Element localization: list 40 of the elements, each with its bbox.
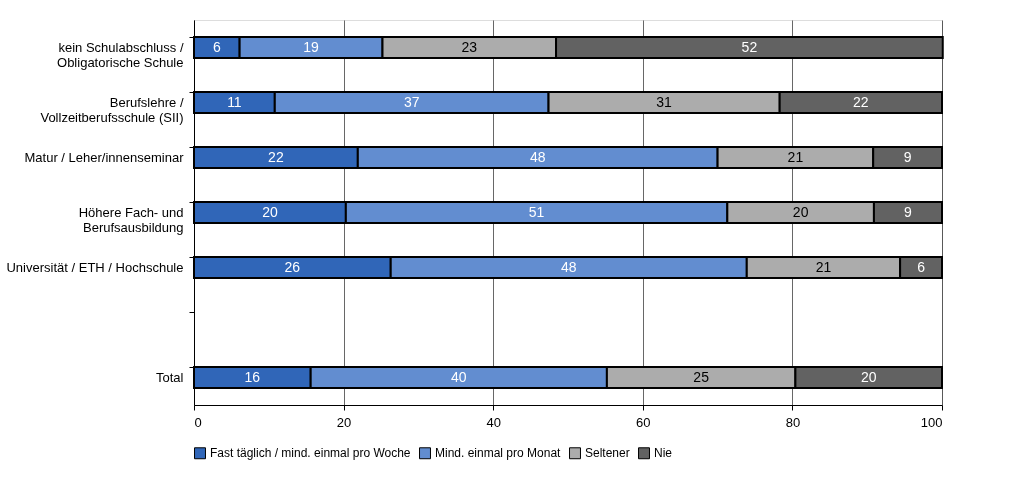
legend-label: Nie	[654, 446, 673, 461]
data-label: 31	[656, 93, 673, 110]
data-label: 9	[903, 148, 912, 165]
legend-label: Mind. einmal pro Monat	[435, 446, 562, 461]
data-label: 20	[262, 203, 278, 220]
legend-label: Seltener	[585, 446, 630, 461]
data-label: 6	[212, 38, 221, 55]
y-tick-label: Matur / Leher/innenseminar	[24, 149, 185, 165]
y-tick-label: Berufslehre / Vollzeitberufsschule (SII)	[40, 94, 184, 125]
data-label: 9	[904, 203, 913, 220]
x-tick-label: 40	[486, 414, 501, 430]
data-label: 22	[268, 148, 284, 165]
data-label: 16	[244, 368, 261, 385]
x-tick-label: 0	[194, 414, 202, 430]
data-label: 21	[787, 148, 804, 165]
legend-label: Fast täglich / mind. einmal pro Woche	[210, 446, 411, 461]
data-label: 21	[815, 258, 832, 275]
data-label: 19	[303, 38, 320, 55]
x-tick-label: 60	[636, 414, 651, 430]
data-label: 22	[853, 93, 869, 110]
x-tick-label: 80	[785, 414, 801, 430]
data-label: 23	[461, 38, 478, 55]
data-label: 20	[792, 203, 809, 220]
data-label: 6	[917, 258, 926, 275]
x-tick-label: 100	[920, 414, 943, 430]
data-label: 37	[403, 93, 420, 110]
data-label: 48	[560, 258, 577, 275]
data-label: 48	[529, 148, 546, 165]
y-tick-label: Höhere Fach- und Berufsausbildung	[78, 204, 184, 235]
y-tick-label: Universität / ETH / Hochschule	[6, 259, 184, 275]
data-label: 26	[284, 258, 301, 275]
y-tick-label: kein Schulabschluss / Obligatorische Schule	[57, 39, 184, 70]
y-tick-label: Total	[156, 369, 184, 385]
data-label: 11	[227, 93, 242, 110]
x-tick-label: 20	[336, 414, 352, 430]
data-label: 40	[451, 368, 467, 385]
data-label: 25	[693, 368, 710, 385]
data-label: 52	[741, 38, 758, 55]
data-label: 51	[528, 203, 545, 220]
data-label: 20	[860, 368, 877, 385]
